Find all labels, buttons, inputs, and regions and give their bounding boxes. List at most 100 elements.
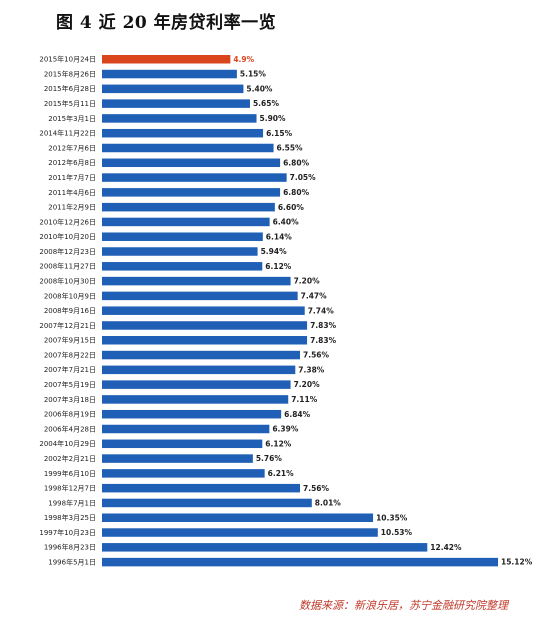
rate-bar (102, 143, 274, 153)
value-label: 7.11% (291, 395, 318, 404)
source-note: 数据来源：新浪乐居，苏宁金融研究院整理 (299, 599, 508, 612)
category-label: 1997年10月23日 (39, 528, 96, 537)
value-label: 4.9% (233, 55, 254, 64)
value-label: 10.53% (381, 528, 413, 537)
rate-bar (102, 217, 270, 227)
value-label: 6.12% (265, 439, 292, 448)
rate-bar (102, 557, 498, 567)
category-label: 1996年8月23日 (44, 543, 96, 552)
rate-bar (102, 336, 308, 345)
value-label: 6.55% (277, 144, 304, 153)
category-label: 2008年10月9日 (44, 291, 96, 300)
rate-bar (102, 291, 298, 301)
rate-bar (102, 173, 287, 182)
category-label: 2007年7月21日 (44, 365, 96, 374)
value-label: 5.40% (246, 84, 273, 93)
category-label: 2015年5月11日 (44, 99, 96, 108)
rate-bar (102, 202, 275, 212)
value-label: 5.65% (253, 99, 280, 108)
category-label: 2007年3月18日 (44, 395, 96, 404)
category-label: 2008年10月30日 (39, 277, 96, 286)
value-label: 6.80% (283, 158, 310, 167)
value-label: 7.83% (310, 336, 337, 345)
category-label: 2008年11月27日 (39, 262, 96, 271)
rate-bar (102, 69, 237, 79)
rate-bar (102, 232, 263, 241)
rate-bar (102, 158, 281, 168)
value-label: 5.90% (260, 114, 287, 123)
value-label: 6.14% (266, 232, 293, 241)
value-label: 6.80% (283, 188, 310, 197)
value-label: 7.20% (294, 277, 321, 286)
value-label: 6.15% (266, 129, 293, 138)
value-label: 5.15% (240, 70, 267, 79)
category-label: 1998年12月7日 (44, 484, 96, 493)
rate-bar (102, 409, 282, 419)
value-label: 6.60% (278, 203, 305, 212)
category-label: 1998年3月25日 (44, 513, 96, 522)
category-label: 2010年12月26日 (39, 217, 96, 226)
rate-bar (102, 543, 428, 552)
rate-bar (102, 513, 374, 522)
rate-bar (102, 306, 305, 315)
value-label: 6.40% (273, 218, 300, 227)
category-label: 2008年12月23日 (39, 247, 96, 256)
category-label: 1998年7月1日 (48, 498, 96, 507)
value-label: 8.01% (315, 499, 342, 508)
rate-bar (102, 114, 257, 123)
value-label: 7.56% (303, 351, 330, 360)
value-label: 7.56% (303, 484, 330, 493)
value-label: 10.35% (376, 513, 408, 522)
value-label: 5.94% (261, 247, 288, 256)
rate-bar (102, 99, 250, 108)
category-label: 2011年4月6日 (48, 188, 96, 197)
value-label: 6.84% (284, 410, 311, 419)
category-label: 2012年7月6日 (48, 143, 96, 152)
category-label: 2011年2月9日 (48, 203, 96, 212)
value-label: 7.05% (290, 173, 317, 182)
value-label: 7.83% (310, 321, 337, 330)
rate-bar (102, 276, 291, 286)
value-label: 6.12% (265, 262, 292, 271)
category-label: 2011年7月7日 (48, 173, 96, 182)
value-label: 15.12% (501, 558, 533, 567)
value-label: 5.76% (256, 454, 283, 463)
rate-bar (102, 454, 253, 463)
rate-bar (102, 365, 296, 375)
category-label: 2015年10月24日 (39, 55, 96, 64)
value-label: 7.74% (308, 306, 335, 315)
rate-bar (102, 483, 300, 493)
category-label: 2015年8月26日 (44, 69, 96, 78)
rate-bar (102, 247, 258, 256)
category-label: 2015年3月1日 (48, 114, 96, 123)
value-label: 7.20% (294, 380, 321, 389)
category-label: 2010年10月20日 (39, 232, 96, 241)
rate-bar (102, 528, 378, 537)
rate-bar (102, 84, 244, 94)
rate-bar (102, 188, 281, 197)
rate-bar (102, 424, 270, 434)
category-label: 2007年8月22日 (44, 350, 96, 359)
rate-bar (102, 128, 264, 138)
category-label: 1996年5月1日 (48, 558, 96, 567)
chart-title: 图 4 近 20 年房贷利率一览 (56, 13, 277, 33)
category-label: 2002年2月21日 (44, 454, 96, 463)
value-label: 6.21% (268, 469, 295, 478)
category-label: 2006年8月19日 (44, 410, 96, 419)
value-label: 7.47% (301, 291, 328, 300)
rate-bar (102, 350, 300, 360)
category-label: 2007年12月21日 (39, 321, 96, 330)
category-label: 2008年9月16日 (44, 306, 96, 315)
rate-bar (102, 380, 291, 389)
value-label: 6.39% (272, 425, 299, 434)
category-label: 2015年6月28日 (44, 84, 96, 93)
value-label: 7.38% (298, 365, 325, 374)
category-label: 2004年10月29日 (39, 439, 96, 448)
category-label: 2007年9月15日 (44, 336, 96, 345)
rate-bar (102, 321, 308, 330)
rate-bar (102, 469, 265, 478)
highlight-bar (102, 55, 231, 64)
category-label: 2014年11月22日 (39, 129, 96, 138)
category-label: 1999年6月10日 (44, 469, 96, 478)
